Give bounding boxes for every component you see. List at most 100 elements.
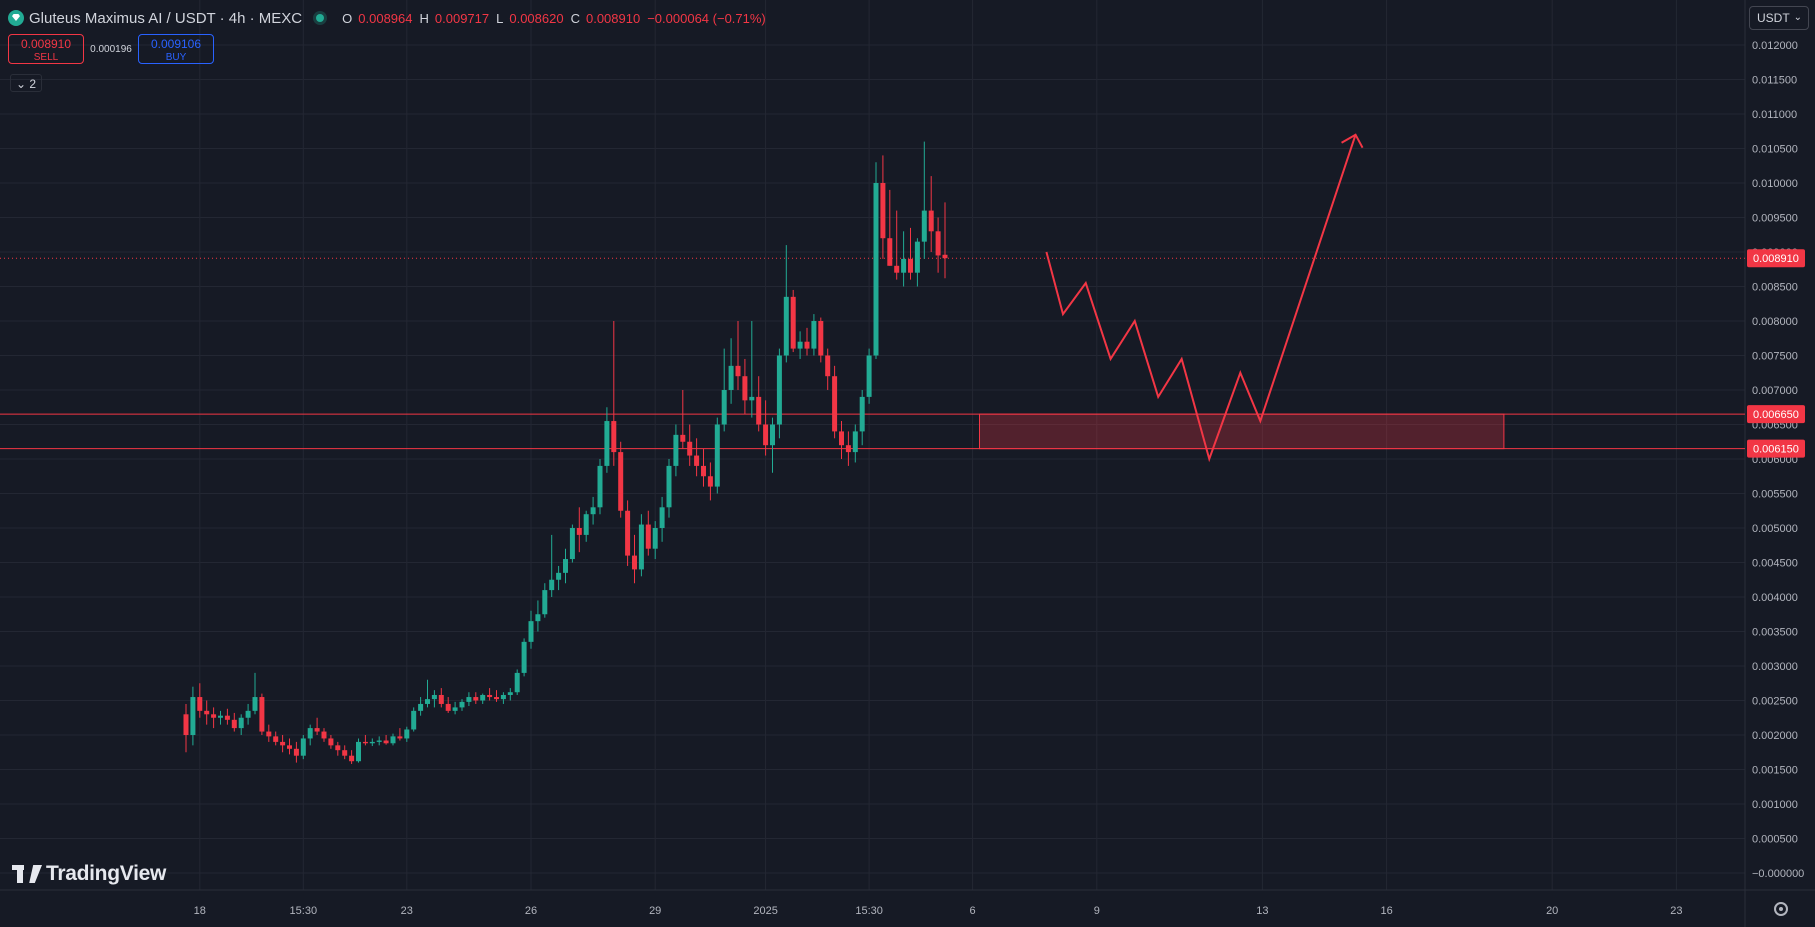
candle-body [666, 465, 672, 508]
settings-icon[interactable] [1774, 902, 1788, 916]
candle-body [438, 694, 444, 704]
market-status-icon[interactable] [316, 14, 325, 22]
candle-body [604, 421, 610, 466]
candle-body [797, 341, 803, 349]
price-tick-label: 0.005500 [1752, 489, 1798, 501]
candle-body [728, 365, 734, 390]
candle-body [514, 672, 520, 693]
high-value: 0.009717 [434, 10, 490, 26]
tradingview-logo[interactable]: TradingView [12, 862, 166, 886]
candle-body [224, 715, 230, 720]
price-tick-label: 0.008500 [1752, 282, 1798, 294]
candle-body [376, 740, 382, 742]
candle-body [466, 697, 472, 702]
candle-body [425, 699, 430, 704]
candle-body [231, 719, 237, 729]
candle-body [328, 738, 334, 746]
projection-arrow-head [1341, 133, 1364, 149]
candle-body [211, 714, 217, 718]
brand-name: TradingView [46, 862, 167, 885]
candle-body [287, 745, 292, 749]
price-tick-label: 0.000500 [1752, 834, 1798, 846]
candle-body [528, 621, 534, 642]
candle-body [507, 692, 513, 695]
price-tick-label: 0.004500 [1752, 558, 1798, 570]
candle-body [735, 365, 741, 377]
currency-select[interactable]: USDT ⌄ [1749, 6, 1809, 30]
candle-body [687, 441, 693, 456]
candle-body [342, 750, 348, 756]
symbol-logo-icon [8, 10, 24, 26]
price-tag: 0.006150 [1753, 444, 1799, 456]
candle-body [680, 434, 686, 442]
indicators-toggle-button[interactable]: ⌄ 2 [10, 74, 42, 92]
time-tick-label: 29 [649, 905, 661, 917]
price-tick-label: 0.007000 [1752, 385, 1798, 397]
candle-body [197, 697, 203, 711]
candle-body [714, 424, 720, 487]
candle-body [362, 741, 368, 744]
price-tick-label: 0.004000 [1752, 592, 1798, 604]
time-tick-label: 2025 [753, 905, 777, 917]
candle-body [783, 296, 789, 356]
time-tick-label: 26 [525, 905, 537, 917]
chevron-down-icon: ⌄ [1793, 12, 1802, 23]
candle-body [190, 697, 196, 735]
price-tick-label: 0.005000 [1752, 523, 1798, 535]
time-tick-label: 23 [1670, 905, 1682, 917]
price-tag-bg [1747, 405, 1805, 424]
buy-label: BUY [165, 52, 187, 63]
candle-body [694, 455, 700, 466]
candle-body [411, 710, 417, 730]
candle-body [659, 507, 665, 528]
candle-body [521, 641, 527, 673]
candle-body [252, 697, 258, 711]
candle-body [563, 559, 568, 573]
candle-body [569, 528, 575, 560]
buy-button[interactable]: 0.009106 BUY [138, 34, 214, 64]
candle-body [638, 524, 644, 570]
candle-body [673, 434, 679, 466]
candle-body [859, 396, 865, 432]
candle-body [625, 510, 631, 556]
time-tick-label: 20 [1546, 905, 1558, 917]
candle-body [914, 241, 920, 273]
sell-label: SELL [33, 52, 59, 63]
price-tick-label: 0.001500 [1752, 765, 1798, 777]
symbol-title[interactable]: Gluteus Maximus AI / USDT · 4h · MEXC [29, 9, 303, 27]
candle-body [480, 694, 486, 701]
time-tick-label: 23 [401, 905, 413, 917]
candle-body [556, 572, 562, 580]
candle-body [928, 210, 934, 232]
candle-body [942, 254, 948, 259]
candle-body [832, 376, 838, 432]
candle-body [894, 265, 900, 273]
price-tick-label: 0.003000 [1752, 661, 1798, 673]
open-value: 0.008964 [358, 10, 413, 26]
low-label: L [496, 10, 504, 26]
price-tick-label: 0.001000 [1752, 799, 1798, 811]
candle-body [369, 741, 375, 744]
projection-path[interactable] [1045, 134, 1357, 463]
candle-body [535, 614, 541, 622]
candle-body [839, 431, 844, 446]
candle-body [300, 738, 306, 756]
candle-body [383, 740, 389, 744]
candle-body [583, 514, 589, 535]
candle-body [742, 376, 748, 401]
price-tick-label: 0.008000 [1752, 316, 1798, 328]
candle-body [259, 697, 265, 732]
close-label: C [570, 10, 580, 26]
low-value: 0.008620 [509, 10, 564, 26]
candle-body [314, 728, 320, 732]
candle-body [632, 555, 637, 570]
candle-body [645, 524, 651, 549]
candle-body [452, 707, 458, 711]
time-tick-label: 15:30 [855, 905, 883, 917]
change-value: −0.000064 (−0.71%) [647, 10, 766, 26]
candle-body [404, 729, 410, 739]
time-tick-label: 15:30 [290, 905, 318, 917]
support-zone-rectangle[interactable] [979, 413, 1505, 450]
sell-button[interactable]: 0.008910 SELL [8, 34, 84, 64]
